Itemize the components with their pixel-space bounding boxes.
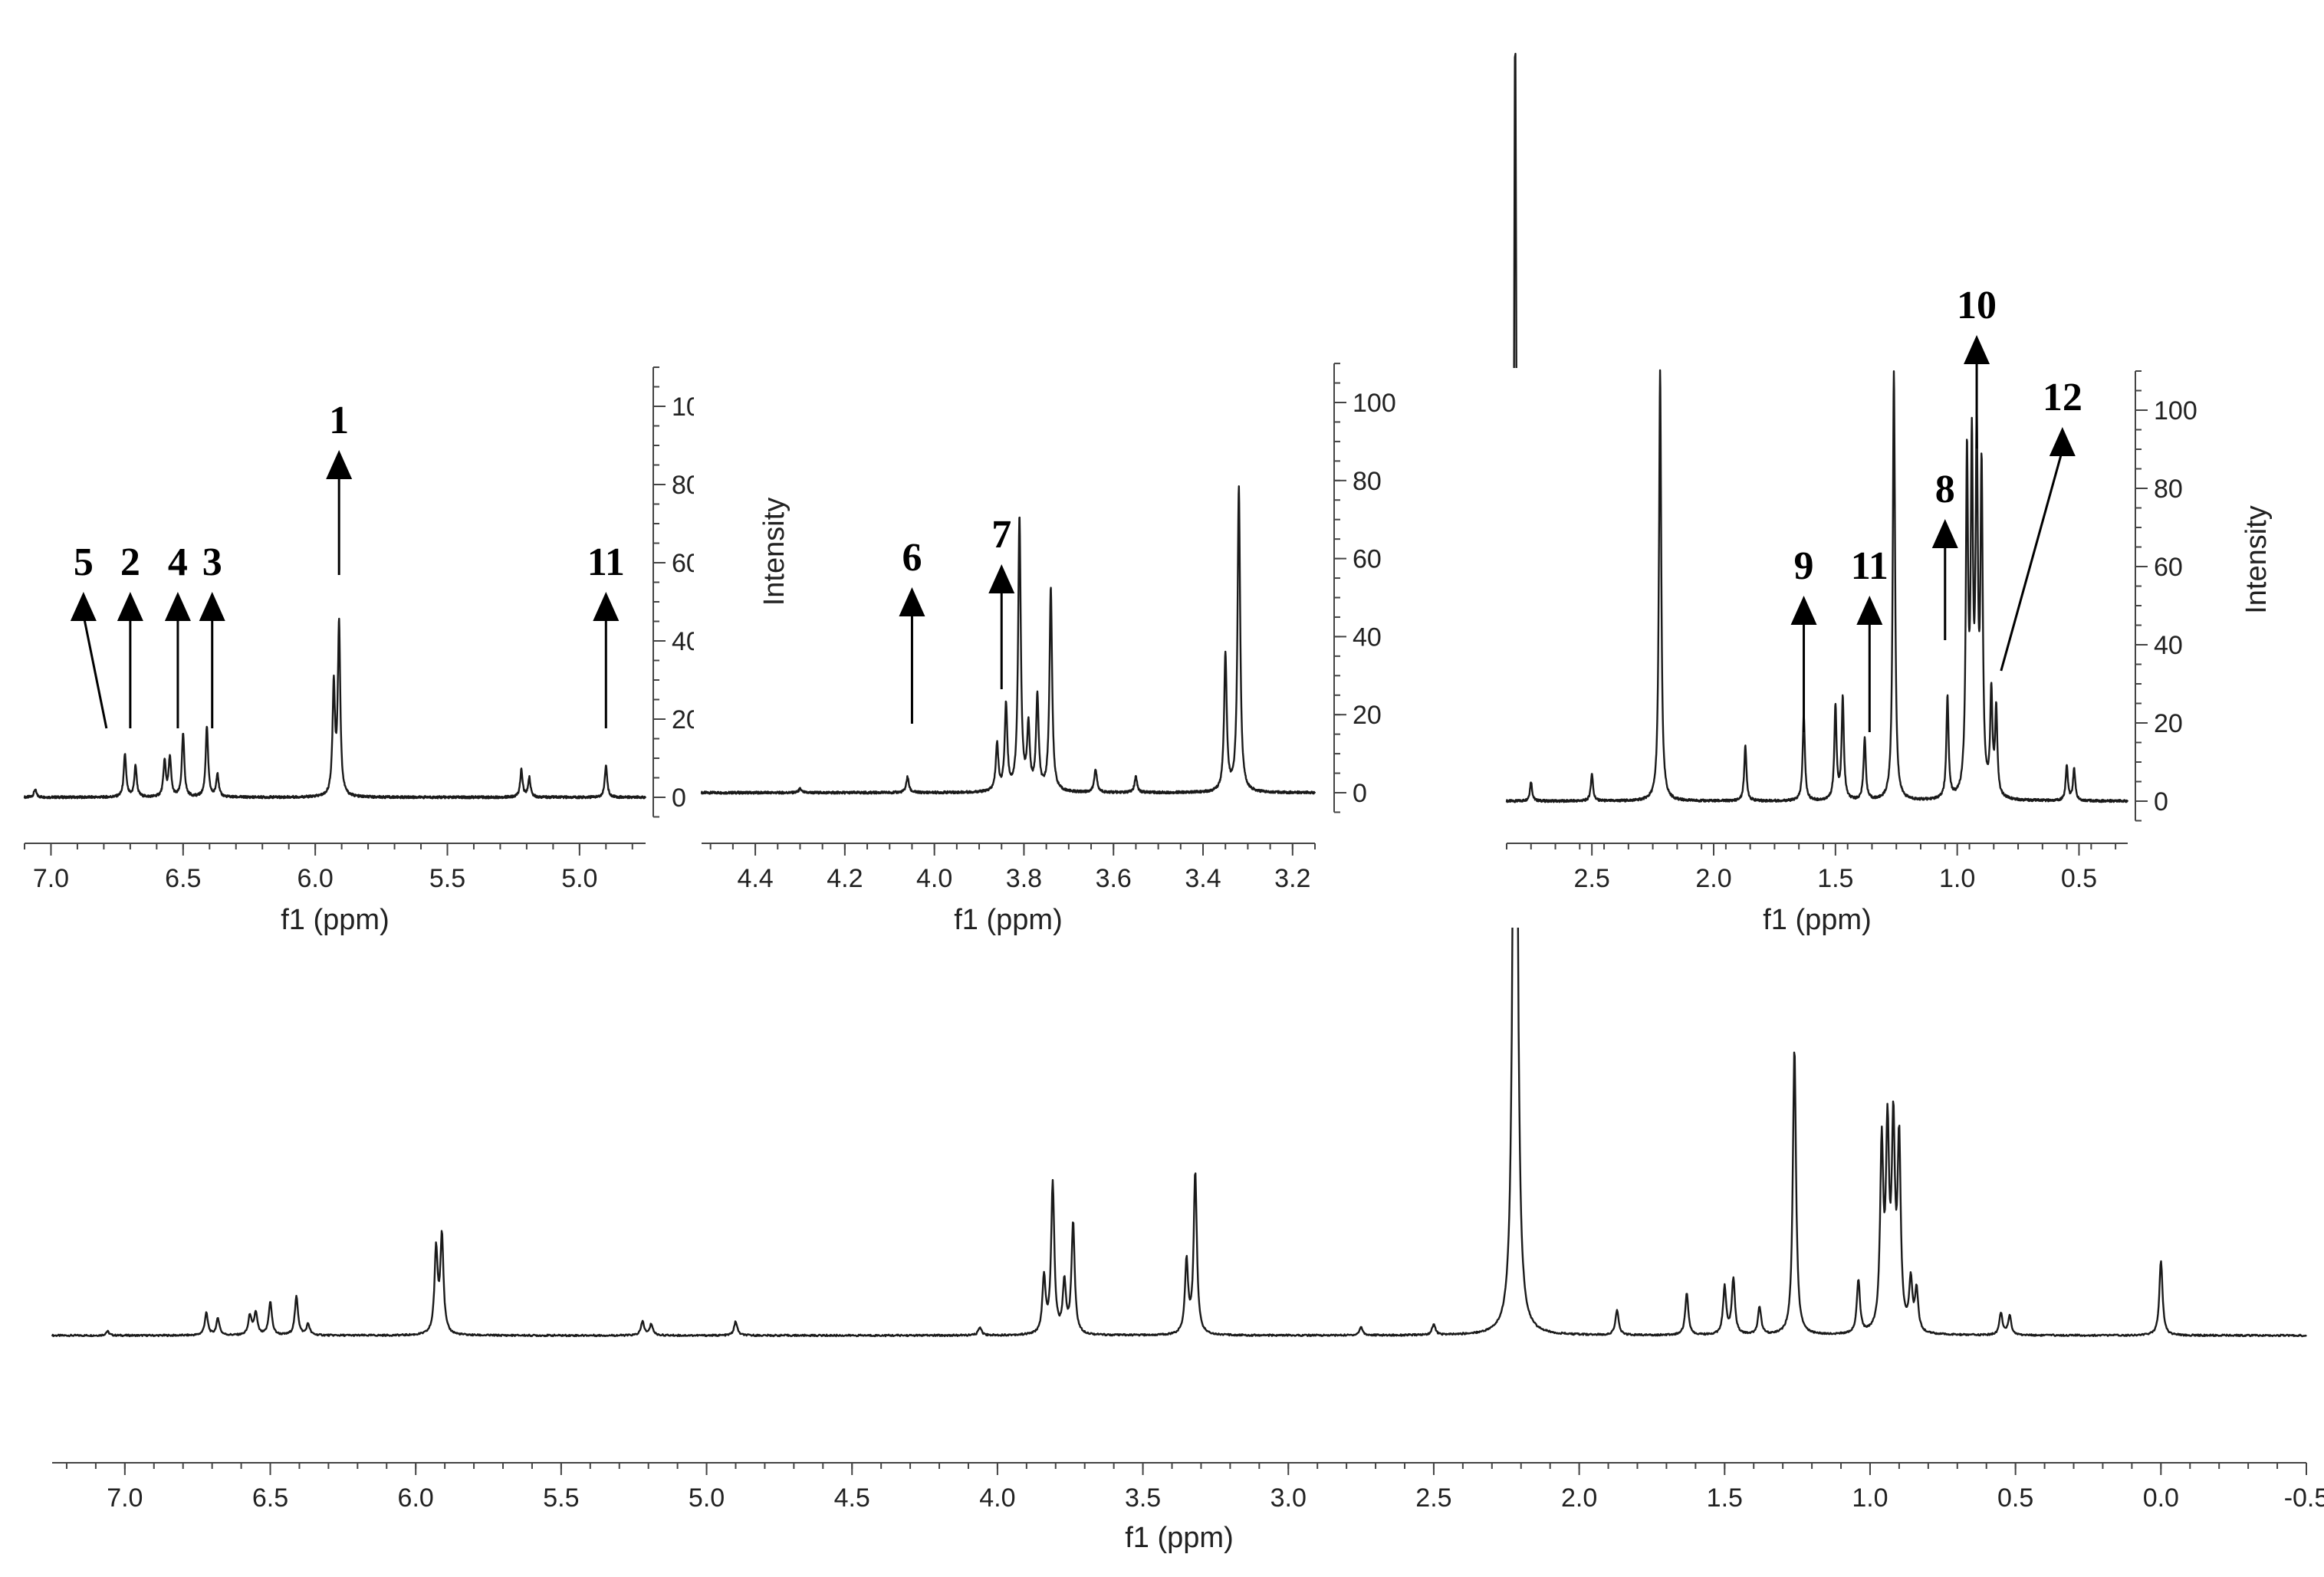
inset-x-tick-label: 0.5	[2061, 864, 2097, 893]
main-x-tick-label: 0.0	[2143, 1483, 2179, 1513]
annotation-arrow-head	[899, 587, 925, 616]
main-x-tick-label: 1.5	[1707, 1483, 1743, 1513]
inset-y-axis-title: Intensity	[758, 498, 791, 606]
inset-midfield-panel: 4.4 4.2 4.0 3.8 3.6 3.4 3.2 f1 (ppm) 0 20 40 60 80 10…	[694, 363, 1396, 936]
inset-y-tick-label: 100	[2154, 396, 2197, 425]
annotation-arrow-head	[326, 450, 353, 479]
inset-x-tick-label: 7.0	[33, 864, 69, 893]
inset-y-tick-label: 80	[1353, 467, 1382, 496]
annotation-label: 9	[1794, 544, 1814, 588]
annotation-arrow-head	[1790, 596, 1817, 625]
annotation-arrow-head	[117, 592, 143, 621]
main-spectrum-panel: 7.0 6.5 6.0 5.5 5.0 4.5 4.0 3.5 3.0 2.5 2.0 1.5 1.0 0…	[51, 52, 2324, 1554]
main-x-tick-label: 2.5	[1415, 1483, 1451, 1513]
inset-y-tick-label: 20	[1353, 701, 1382, 730]
inset-x-tick-label: 2.0	[1695, 864, 1731, 893]
inset-x-axis-title: f1 (ppm)	[954, 904, 1062, 936]
inset-y-tick-label: 60	[2154, 553, 2183, 582]
inset-backdrop	[1499, 368, 2143, 928]
annotation-label: 11	[1851, 544, 1888, 588]
inset-x-tick-label: 4.2	[827, 864, 863, 893]
inset-spectrum-line	[1505, 369, 2129, 803]
inset-y-tick-label: 20	[2154, 709, 2183, 738]
annotation-label: 12	[2043, 376, 2082, 419]
inset-x-tick-label: 6.5	[165, 864, 201, 893]
inset-x-tick-label: 3.2	[1274, 864, 1310, 893]
main-spectrum-line	[51, 52, 2307, 1338]
inset-x-tick-label: 3.6	[1096, 864, 1132, 893]
annotation-arrow-head	[988, 564, 1015, 593]
annotation-arrow-shaft	[2000, 449, 2064, 672]
inset-y-tick-label: 0	[1353, 779, 1367, 808]
annotation-label: 5	[74, 540, 94, 584]
inset-y-tick-label: 60	[1353, 545, 1382, 574]
inset-x-tick-label: 5.0	[561, 864, 597, 893]
annotation-label: 6	[902, 536, 922, 580]
main-x-tick-label: 7.0	[107, 1483, 143, 1513]
annotation-arrow-head	[164, 592, 191, 621]
main-x-tick-label: 3.0	[1270, 1483, 1307, 1513]
annotation-arrow-head	[70, 592, 97, 621]
inset-y-tick-label: 40	[1353, 623, 1382, 652]
inset-aliphatic-panel: 2.5 2.0 1.5 1.0 0.5 f1 (ppm) 0 20 40 60 80 100 Inten…	[1499, 284, 2273, 936]
main-x-tick-label: 4.0	[979, 1483, 1015, 1513]
inset-x-tick-label: 4.0	[916, 864, 952, 893]
main-x-tick-label: 0.5	[1997, 1483, 2033, 1513]
annotation-arrow-head	[1964, 335, 1990, 364]
annotation-label: 10	[1957, 284, 1997, 327]
annotation-arrow-head	[199, 592, 225, 621]
inset-y-tick-label: 0	[2154, 787, 2168, 816]
inset-x-axis-title: f1 (ppm)	[281, 904, 389, 936]
inset-y-tick-label: 40	[2154, 631, 2183, 660]
main-x-tick-label: 5.5	[543, 1483, 579, 1513]
inset-x-tick-label: 2.5	[1574, 864, 1610, 893]
main-x-tick-label: 4.5	[834, 1483, 870, 1513]
inset-x-tick-label: 5.5	[429, 864, 465, 893]
annotation-arrow-head	[1856, 596, 1883, 625]
annotation-label: 11	[587, 540, 625, 584]
inset-y-tick-label: 80	[2154, 475, 2183, 504]
annotation-arrow-head	[2049, 427, 2076, 456]
main-x-tick-label: 6.5	[252, 1483, 288, 1513]
inset-y-tick-label: 100	[1353, 389, 1396, 418]
inset-x-tick-label: 1.5	[1817, 864, 1853, 893]
annotation-arrow-head	[1931, 519, 1958, 548]
inset-x-tick-label: 4.4	[737, 864, 773, 893]
inset-x-tick-label: 1.0	[1939, 864, 1975, 893]
inset-x-tick-label: 6.0	[297, 864, 334, 893]
main-x-tick-label: 3.5	[1125, 1483, 1161, 1513]
annotation-label: 7	[991, 513, 1011, 557]
inset-y-tick-label: 0	[672, 784, 686, 813]
annotation-label: 3	[202, 540, 222, 584]
annotation-label: 2	[120, 540, 140, 584]
inset-x-tick-label: 3.4	[1185, 864, 1221, 893]
main-x-tick-label: 1.0	[1852, 1483, 1888, 1513]
main-x-tick-label: 5.0	[689, 1483, 725, 1513]
annotation-arrow-head	[593, 592, 620, 621]
inset-x-axis-title: f1 (ppm)	[1763, 904, 1871, 936]
inset-spectrum-line	[700, 485, 1316, 795]
annotation-label: 4	[168, 540, 188, 584]
main-x-tick-label: -0.5	[2284, 1483, 2324, 1513]
annotation-label: 1	[329, 399, 349, 442]
main-x-axis-title: f1 (ppm)	[1125, 1522, 1233, 1554]
inset-spectrum-line	[23, 617, 647, 800]
main-x-tick-label: 6.0	[398, 1483, 434, 1513]
main-x-tick-label: 2.0	[1561, 1483, 1597, 1513]
inset-x-tick-label: 3.8	[1006, 864, 1042, 893]
annotation-arrow-shaft	[82, 614, 108, 729]
inset-y-axis-title: Intensity	[2240, 505, 2273, 614]
annotation-label: 8	[1935, 468, 1955, 511]
